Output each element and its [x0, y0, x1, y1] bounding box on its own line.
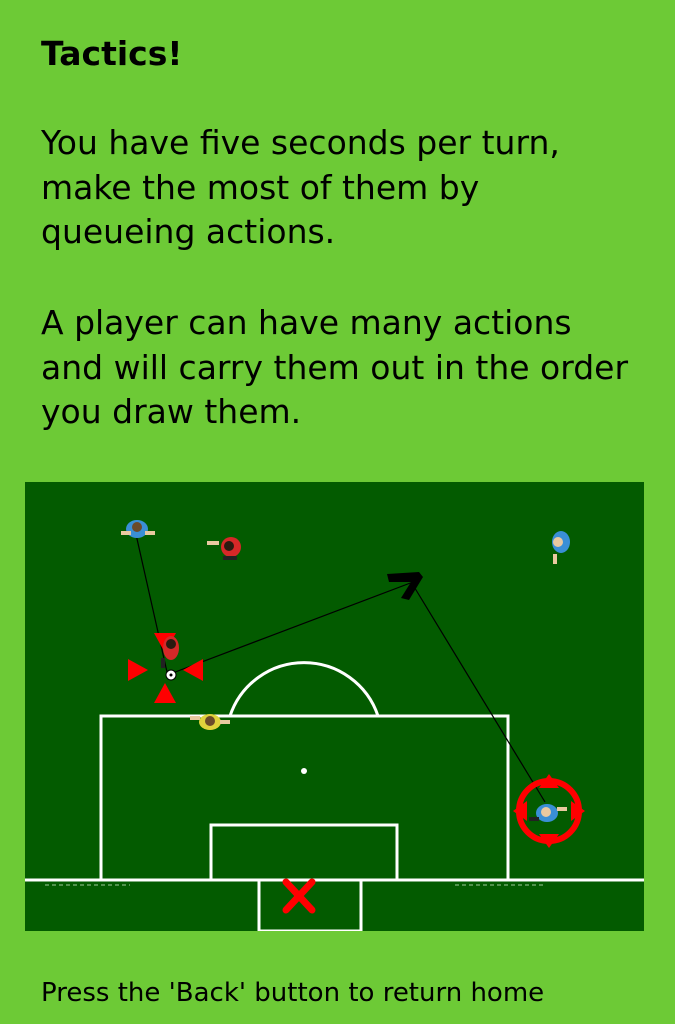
- penalty-arc: [228, 661, 380, 717]
- player-blue-top-left: [121, 520, 155, 538]
- player-blue-top-right: [552, 531, 570, 564]
- pass-target-arrow-icon: [387, 572, 423, 600]
- tactics-pitch-illustration: [25, 482, 644, 931]
- penalty-area: [99, 714, 510, 882]
- tutorial-paragraph-turn-time: You have five seconds per turn, make the…: [41, 123, 560, 251]
- pitch-lines: [25, 661, 644, 931]
- player-blue-target: [529, 804, 567, 822]
- tutorial-title: Tactics!: [41, 34, 183, 73]
- back-button-hint: Press the 'Back' button to return home: [41, 978, 545, 1008]
- six-yard-box: [209, 823, 399, 882]
- player-red-top: [207, 537, 241, 560]
- action-paths: [134, 529, 546, 803]
- player-red-attacker: [161, 636, 179, 668]
- penalty-spot: [301, 768, 307, 774]
- shot-path-line: [412, 584, 546, 803]
- tutorial-paragraph-action-order: A player can have many actions and will …: [41, 303, 629, 431]
- run-path-line: [134, 529, 168, 673]
- pass-path-line: [169, 581, 414, 675]
- goal-target-x-icon: [282, 878, 316, 914]
- target-player-marker: [513, 774, 585, 848]
- player-yellow-goalkeeper: [190, 714, 230, 730]
- football-icon: [165, 669, 177, 681]
